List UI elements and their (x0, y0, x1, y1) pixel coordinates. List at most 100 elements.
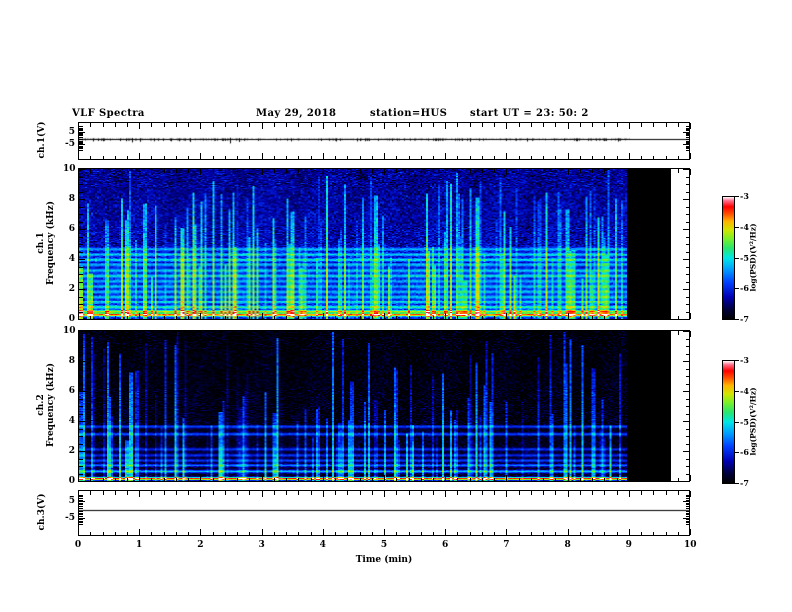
xtick-ch3wave-bottom (579, 531, 581, 535)
ytick-minor-ch3 (79, 511, 83, 512)
colorbar-ch2-gradient (723, 361, 734, 483)
xtick-ch1wave-top (163, 123, 165, 127)
ytick-ch2-4-right (683, 421, 689, 422)
ytick-minor-ch1-r (685, 135, 689, 137)
xtick-ch1spec-top (286, 169, 288, 173)
ytick-minor-ch1-r (685, 139, 689, 141)
ytick-ch1-2 (79, 289, 85, 290)
xtick-ch1wave-bottom (224, 155, 226, 159)
colorbar-tick--6-0 (735, 288, 739, 290)
xtick-ch2spec-top (114, 331, 116, 335)
ytick-minor-ch2 (79, 443, 83, 445)
ytick-minor-ch3 (79, 504, 83, 506)
xtick-ch1wave-top (127, 123, 128, 127)
xtick-ch1wave-top (445, 123, 447, 129)
xtick-ch1wave-top (420, 123, 422, 127)
xtick-ch3wave-bottom (102, 531, 104, 535)
xtick-ch3wave-top (469, 491, 471, 495)
xtick-ch2spec-bottom (188, 477, 190, 481)
xtick-ch1wave-top (408, 123, 410, 127)
xtick-ch1spec-top (310, 169, 312, 173)
xtick-ch3wave-top (506, 491, 508, 497)
colorbar-tick--5-1 (735, 421, 739, 423)
ytick-minor-ch2-r (685, 383, 689, 385)
ytick-ch3-5 (79, 501, 85, 503)
xtick-ch2spec-top (298, 331, 300, 335)
ytick-minor-ch2-r (685, 346, 689, 347)
xtick-ch3wave-top (298, 491, 300, 495)
xtick-ch2spec-bottom (469, 477, 471, 481)
ytick-minor-ch1 (79, 127, 83, 129)
xtick-ch1spec-bottom (555, 315, 557, 319)
xtick-ch3wave-top (665, 491, 667, 495)
ytick-minor-ch1-r (685, 221, 689, 223)
xtick-ch1wave-top (371, 123, 373, 127)
xtick-ch1wave-bottom (567, 153, 569, 159)
ytick-minor-ch3 (79, 506, 83, 508)
xtick-ch1wave-bottom (139, 153, 141, 159)
ytick-minor-ch1-r (685, 296, 689, 298)
xtick-ch3wave-bottom (200, 529, 202, 535)
xtick-ch1wave-bottom (543, 155, 545, 159)
xtick-ch2spec-bottom (396, 477, 398, 481)
xtick-ch1wave-top (286, 123, 288, 127)
ytick-minor-ch2-r (685, 436, 689, 437)
ytick-minor-ch3 (79, 507, 83, 509)
ytick-minor-ch1 (79, 244, 83, 245)
xtick-label-7: 7 (503, 540, 510, 550)
xtick-ch2spec-top (322, 331, 324, 337)
colorbar-label--3-1: -3 (740, 355, 749, 365)
xtick-ch1spec-top (567, 169, 569, 175)
ytick-minor-ch3-r (685, 506, 689, 508)
xtick-ch1spec-top (506, 169, 508, 175)
xtick-ch3wave-bottom (445, 529, 447, 535)
panel-ch1-spectrogram (78, 168, 690, 320)
xtick-ch3wave-bottom (641, 531, 642, 535)
xtick-ch2spec-top (90, 331, 92, 335)
ytick-minor-ch3-r (685, 519, 689, 521)
xtick-ch3wave-top (163, 491, 165, 495)
xtick-ch2spec-bottom (78, 475, 79, 481)
xtick-ch1wave-top (616, 123, 618, 127)
ytick-ch1-5-right (683, 131, 689, 133)
xtick-ch1wave-top (212, 123, 214, 127)
xtick-ch1wave-top (78, 123, 79, 129)
colorbar-label--6-1: -6 (740, 447, 749, 458)
ytick-label-ch1-4: 4 (68, 254, 75, 264)
xtick-ch2spec-top (273, 331, 275, 335)
xtick-label-4: 4 (319, 540, 326, 550)
xtick-ch3wave-bottom (371, 531, 373, 535)
panel-ch3-waveform (78, 490, 690, 536)
ytick-label-ch1-0: 0 (68, 314, 75, 324)
xtick-ch2spec-top (567, 331, 569, 337)
ytick-ch1-0-right (683, 319, 689, 320)
xtick-ch2spec-top (518, 331, 520, 335)
xtick-ch2spec-top (543, 331, 545, 335)
xtick-ch3wave-top (286, 491, 288, 495)
colorbar-title-0: log(PSD)(V²/Hz) (748, 223, 758, 292)
xtick-ch1wave-top (200, 123, 202, 129)
xtick-ch2spec-bottom (543, 477, 545, 481)
xtick-ch1spec-top (139, 169, 141, 175)
yaxis-title-ch2-spec-top: ch.2 (36, 394, 46, 416)
ytick-minor-ch1 (79, 236, 83, 238)
ytick-minor-ch3 (79, 520, 83, 522)
ytick-label-ch1-8: 8 (68, 194, 75, 204)
ytick-minor-ch1 (79, 128, 83, 130)
yaxis-title-ch1-spec-top: ch.1 (36, 232, 46, 254)
ytick-minor-ch3 (79, 497, 83, 499)
ytick-label-ch1--5: -5 (65, 139, 75, 150)
xtick-ch1spec-top (653, 169, 655, 173)
xtick-ch1spec-top (408, 169, 410, 173)
xtick-ch2spec-top (641, 331, 642, 335)
xtick-ch1spec-top (592, 169, 594, 173)
xtick-ch2spec-bottom (677, 477, 679, 481)
xtick-ch1wave-bottom (249, 155, 251, 159)
xtick-ch1wave-top (384, 123, 385, 129)
xtick-ch3wave-top (384, 491, 385, 497)
xtick-ch3wave-bottom (224, 531, 226, 535)
xtick-ch1wave-bottom (359, 155, 361, 159)
ytick-ch2-0 (79, 481, 85, 482)
xtick-ch1wave-top (567, 123, 569, 129)
xtick-ch2spec-top (237, 331, 239, 335)
